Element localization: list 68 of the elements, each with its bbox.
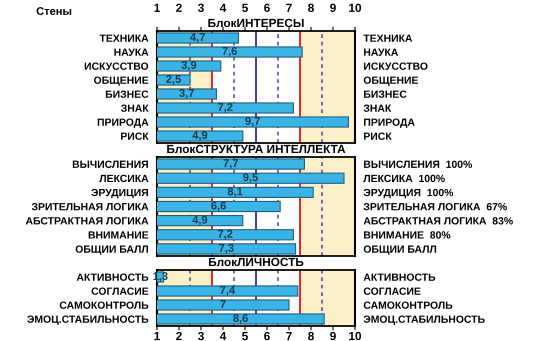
- y-tick-label: ВЫЧИСЛЕНИЯ: [72, 160, 148, 168]
- data-label: 4,9: [192, 216, 208, 226]
- y-tick-label: НАУКА: [114, 48, 148, 56]
- y-tick-label: ЗНАК: [120, 104, 149, 112]
- y-tick-label: ПРИРОДА: [98, 118, 148, 128]
- y-tick-label: ЭРУДИЦИЯ: [91, 188, 148, 198]
- data-label: 7: [220, 300, 226, 308]
- data-label: 7,3: [219, 244, 234, 254]
- y-tick-label: ОБЩЕНИЕ: [94, 76, 148, 86]
- x2-tick-label: 10: [349, 4, 362, 12]
- x-tick-label: 4: [220, 332, 226, 340]
- x2-tick-label: 8: [308, 4, 314, 12]
- x2-tick-label: 5: [242, 4, 248, 12]
- data-label: 6,6: [211, 202, 226, 212]
- data-label: 2,5: [166, 75, 181, 85]
- data-label: 7,6: [222, 47, 237, 57]
- y-tick-label: БИЗНЕС: [106, 90, 148, 98]
- data-label: 3,7: [179, 89, 194, 99]
- y-tick-label: ИСКУССТВО: [84, 62, 148, 70]
- y-tick-label: САМОКОНТРОЛЬ: [364, 302, 452, 309]
- data-label: 4,7: [190, 33, 205, 43]
- y2-tick-label: ЭРУДИЦИЯ 100%: [364, 188, 454, 198]
- x2-tick-label: 4: [220, 4, 226, 12]
- data-label: 4,9: [192, 131, 208, 141]
- x-tick-label: 3: [198, 332, 204, 340]
- chart-title: БлокЛИЧНОСТЬ: [208, 258, 304, 266]
- y2-tick-label: ЛЕКСИКА 100%: [363, 174, 445, 182]
- y-tick-label: ОБЩИИ БАЛЛ: [76, 245, 148, 255]
- data-label: 7,7: [223, 159, 238, 169]
- data-label: 9,7: [245, 117, 260, 127]
- x-tick-label: 10: [349, 332, 362, 340]
- y-tick-label: ВНИМАНИЕ: [88, 231, 148, 239]
- data-label: 8,1: [228, 187, 243, 197]
- data-label: 9,5: [243, 173, 258, 183]
- x-tick-label: 2: [176, 332, 182, 340]
- x2-tick-label: 6: [264, 4, 270, 12]
- data-label: 7,2: [218, 103, 232, 113]
- x2-tick-label: 2: [176, 4, 182, 12]
- x-tick-label: 8: [308, 332, 314, 340]
- y2-tick-label: ВНИМАНИЕ 80%: [364, 231, 450, 239]
- y-tick-label: СОГЛАСИЕ: [364, 288, 420, 295]
- y-tick-label: АКТИВНОСТЬ: [364, 274, 436, 281]
- y-tick-label: ЛЕКСИКА: [99, 174, 148, 182]
- chart-title: БлокИНТЕРЕСЫ: [208, 18, 304, 28]
- data-label: 7,4: [220, 286, 236, 296]
- data-label: 3,9: [181, 61, 196, 71]
- x2-tick-label: 3: [198, 4, 204, 12]
- x2-axis-title: Стены: [36, 7, 72, 15]
- x2-tick-label: 9: [330, 4, 336, 12]
- y-tick-label: ТЕХНИКА: [100, 34, 148, 42]
- y-tick-label: АБСТРАКТНАЯ ЛОГИКА: [26, 217, 148, 225]
- y-tick-label: РИСК: [121, 132, 149, 140]
- y-tick-label: ЗРИТЕЛЬНАЯ ЛОГИКА: [32, 203, 148, 210]
- data-label: 8,6: [233, 314, 248, 324]
- data-label: 1,3: [153, 272, 168, 282]
- x-tick-label: 7: [286, 332, 292, 340]
- chart-title: БлокСТРУКТУРА ИНТЕЛЛЕКТА: [167, 144, 346, 154]
- x-tick-label: 9: [330, 332, 336, 340]
- x2-tick-label: 7: [286, 4, 292, 12]
- x-tick-label: 1: [154, 332, 160, 340]
- x-tick-label: 5: [242, 332, 248, 340]
- y2-tick-label: АБСТРАКТНАЯ ЛОГИКА 83%: [364, 217, 513, 225]
- y-tick-label: ЭМОЦ.СТАБИЛЬНОСТЬ: [364, 316, 485, 325]
- data-label: 7,2: [218, 230, 232, 240]
- y2-tick-label: ЗРИТЕЛЬНАЯ ЛОГИКА 67%: [364, 203, 507, 210]
- x2-tick-label: 1: [154, 4, 160, 12]
- y2-tick-label: ВЫЧИСЛЕНИЯ 100%: [364, 160, 472, 168]
- x-tick-label: 6: [264, 332, 270, 340]
